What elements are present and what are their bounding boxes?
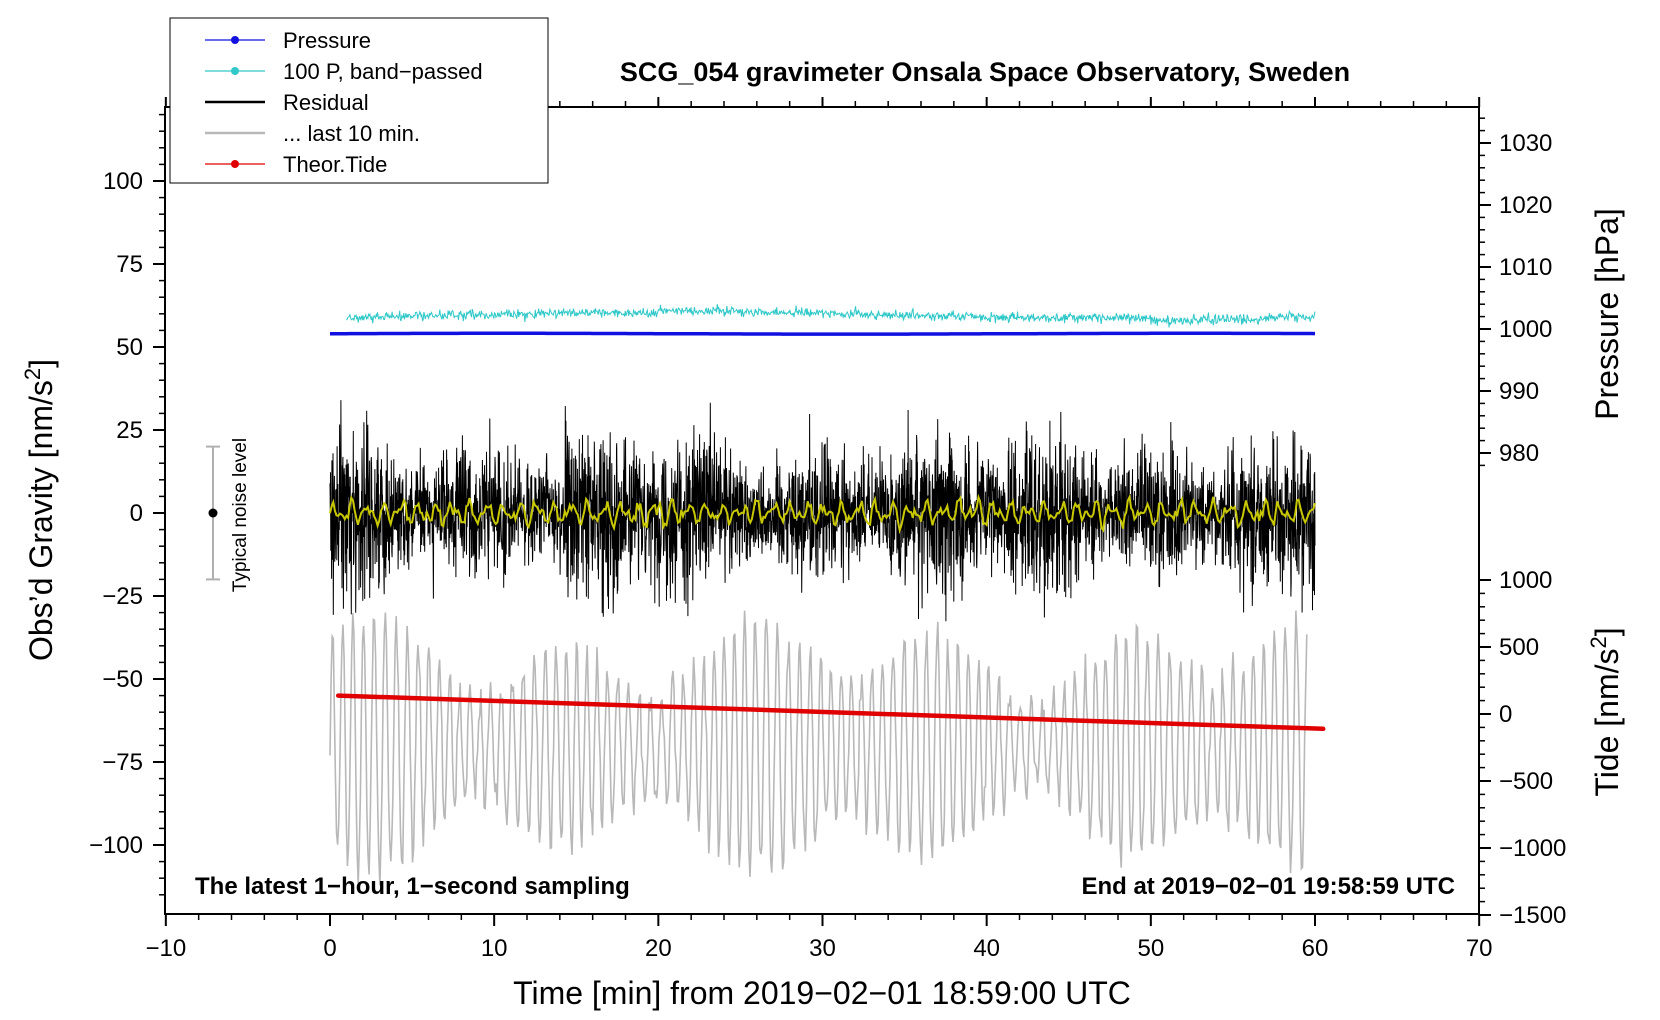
noise-level-label: Typical noise level (230, 438, 251, 592)
x-axis-label: Time [min] from 2019−02−01 18:59:00 UTC (513, 975, 1131, 1011)
y-left-tick-label: 0 (130, 500, 143, 527)
y-left-tick-label: −75 (102, 749, 143, 776)
legend-label: Pressure (283, 28, 371, 53)
tide-axis-label-end: ] (1589, 627, 1625, 636)
y-left-tick-label: 100 (103, 168, 143, 195)
tide-tick-label: −1000 (1499, 835, 1566, 862)
x-tick-label: 40 (973, 935, 1000, 962)
legend-label: Theor.Tide (283, 152, 387, 177)
tide-tick-label: −1500 (1499, 902, 1566, 929)
series-residual-smoothed (329, 493, 1316, 535)
y-left-tick-label: −100 (89, 832, 143, 859)
legend-label: Residual (283, 90, 369, 115)
pressure-tick-label: 1030 (1499, 130, 1552, 157)
y-left-axis-label-end: ] (23, 359, 59, 368)
legend-marker (231, 67, 239, 75)
legend: Pressure 100 P, band−passed Residual ... la… (169, 17, 549, 184)
y-left-axis-label: Obs’d Gravity [nm/s2] (20, 359, 59, 661)
y-left-tick-label: 50 (116, 334, 143, 361)
noise-center-dot (208, 508, 218, 518)
annotation-sampling: The latest 1−hour, 1−second sampling (195, 873, 630, 900)
chart-title: SCG_054 gravimeter Onsala Space Observat… (620, 57, 1350, 87)
pressure-tick-label: 1000 (1499, 316, 1552, 343)
tide-axis-ticks: 1000 500 0 −500 −1000 −1500 (1479, 567, 1566, 929)
legend-marker (231, 36, 239, 44)
legend-label: 100 P, band−passed (283, 59, 483, 84)
pressure-tick-label: 1010 (1499, 254, 1552, 281)
pressure-tick-label: 990 (1499, 378, 1539, 405)
x-tick-label: 0 (323, 935, 336, 962)
x-axis-ticks: −10 0 10 20 30 40 50 60 70 (145, 97, 1493, 962)
data-layer (329, 304, 1326, 886)
pressure-axis-label: Pressure [hPa] (1589, 208, 1625, 420)
x-tick-label: 30 (809, 935, 836, 962)
x-tick-label: 50 (1137, 935, 1164, 962)
tide-tick-label: 0 (1499, 701, 1512, 728)
tide-axis-label-sup: 2 (1586, 636, 1611, 648)
tide-axis-label: Tide [nm/s2] (1586, 627, 1625, 796)
series-last-10-min (329, 610, 1308, 886)
annotation-end-time: End at 2019−02−01 19:58:59 UTC (1081, 873, 1455, 900)
y-left-tick-label: 25 (116, 417, 143, 444)
legend-marker (231, 160, 239, 168)
legend-label: ... last 10 min. (283, 121, 420, 146)
y-left-tick-label: 75 (116, 251, 143, 278)
y-left-axis-ticks: 100 75 50 25 0 −25 −50 −75 −100 (89, 113, 165, 896)
y-left-axis-label-sup: 2 (20, 368, 45, 380)
tide-tick-label: −500 (1499, 768, 1553, 795)
noise-level-indicator: Typical noise level (206, 438, 251, 592)
y-left-axis-label-main: Obs’d Gravity [nm/s (23, 380, 59, 661)
x-tick-label: 60 (1302, 935, 1329, 962)
pressure-tick-label: 1020 (1499, 192, 1552, 219)
series-theoretical-tide (335, 693, 1326, 732)
x-tick-label: 20 (645, 935, 672, 962)
legend-box (169, 17, 549, 184)
x-tick-label: 10 (481, 935, 508, 962)
x-tick-label: −10 (145, 935, 186, 962)
tide-tick-label: 1000 (1499, 567, 1552, 594)
tide-tick-label: 500 (1499, 634, 1539, 661)
x-tick-label: 70 (1466, 935, 1493, 962)
series-pressure (330, 331, 1316, 336)
series-pressure-band-passed (346, 304, 1316, 328)
y-left-tick-label: −50 (102, 666, 143, 693)
tide-axis-label-main: Tide [nm/s (1589, 648, 1625, 796)
pressure-tick-label: 980 (1499, 440, 1539, 467)
y-left-tick-label: −25 (102, 583, 143, 610)
pressure-axis-ticks: 1030 1020 1010 1000 990 980 (1479, 117, 1552, 467)
